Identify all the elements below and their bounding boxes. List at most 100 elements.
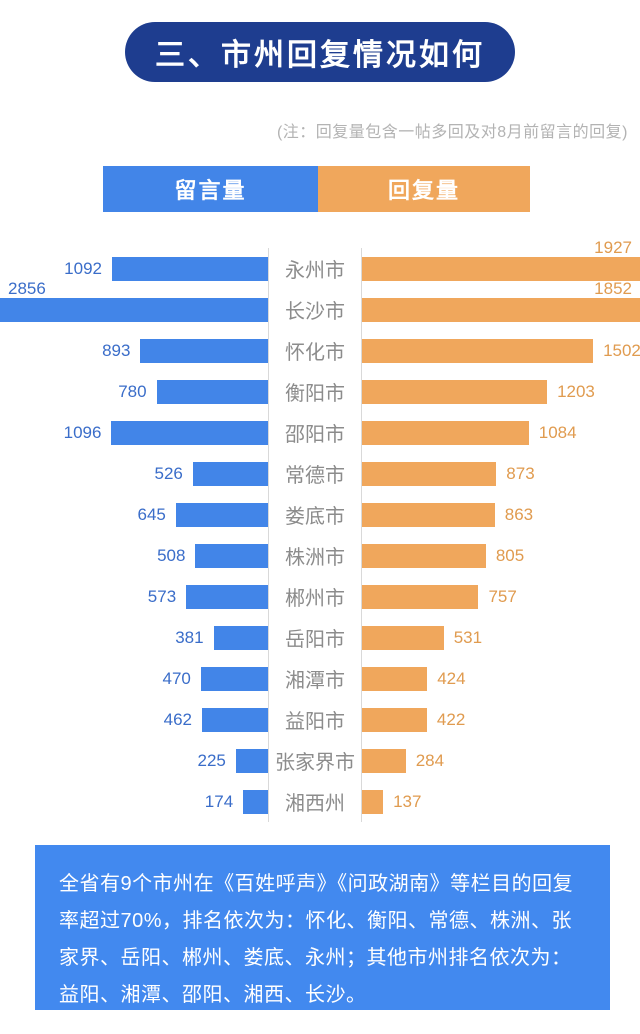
messages-zone: 573: [0, 576, 268, 617]
city-zone: 张家界市: [268, 740, 362, 781]
message-bar: [111, 420, 268, 445]
message-value: 381: [175, 627, 204, 647]
legend-messages-label: 留言量: [174, 178, 247, 203]
chart-row: 2856 长沙市 1852: [0, 279, 640, 330]
message-value: 1096: [63, 422, 102, 442]
reply-value: 531: [453, 627, 483, 647]
reply-value: 873: [506, 463, 535, 483]
messages-bar-track: [0, 494, 268, 535]
reply-bar: [362, 625, 444, 650]
message-bar: [112, 256, 268, 281]
messages-zone: 780: [0, 371, 268, 412]
messages-zone: 462: [0, 699, 268, 740]
message-bar: [192, 461, 268, 486]
reply-value: 137: [393, 791, 422, 811]
messages-zone: 470: [0, 658, 268, 699]
chart-row: 893 怀化市 1502: [0, 330, 640, 371]
replies-bar-track: [362, 371, 640, 412]
replies-bar-track: [362, 248, 640, 289]
message-bar: [175, 502, 268, 527]
messages-bar-track: [0, 658, 268, 699]
replies-zone: 805: [362, 535, 640, 576]
city-label: 邵阳市: [285, 424, 345, 446]
replies-zone: 422: [362, 699, 640, 740]
chart: 1092 永州市 1927 2856 长沙市 1852 893 怀化市 1502 780 衡阳市 12…: [0, 238, 640, 822]
city-zone: 湘潭市: [268, 658, 362, 699]
chart-legend: 留言量 回复量: [103, 166, 530, 212]
city-label: 常德市: [285, 465, 345, 487]
replies-bar-track: [362, 699, 640, 740]
chart-row: 526 常德市 873: [0, 453, 640, 494]
reply-bar: [362, 297, 640, 322]
messages-bar-track: [0, 617, 268, 658]
city-label: 怀化市: [285, 342, 345, 364]
messages-zone: 1096: [0, 412, 268, 453]
chart-row: 462 益阳市 422: [0, 699, 640, 740]
messages-bar-track: [0, 289, 268, 330]
chart-row: 1096 邵阳市 1084: [0, 412, 640, 453]
city-label: 长沙市: [285, 301, 345, 323]
chart-row: 645 娄底市 863: [0, 494, 640, 535]
chart-note: (注：回复量包含一帖多回及对8月前留言的回复): [276, 124, 628, 141]
messages-bar-track: [0, 453, 268, 494]
city-zone: 衡阳市: [268, 371, 362, 412]
replies-zone: 757: [362, 576, 640, 617]
reply-bar: [362, 256, 640, 281]
city-zone: 永州市: [268, 248, 362, 289]
reply-value: 1084: [538, 422, 577, 442]
city-label: 衡阳市: [285, 383, 345, 405]
summary-text: 全省有9个市州在《百姓呼声》《问政湖南》等栏目的回复率超过70%，排名依次为：怀…: [59, 873, 574, 1006]
messages-zone: 508: [0, 535, 268, 576]
messages-bar-track: [0, 576, 268, 617]
messages-bar-track: [0, 330, 268, 371]
messages-bar-track: [0, 535, 268, 576]
replies-zone: 873: [362, 453, 640, 494]
summary-box: 全省有9个市州在《百姓呼声》《问政湖南》等栏目的回复率超过70%，排名依次为：怀…: [35, 845, 610, 1010]
city-zone: 娄底市: [268, 494, 362, 535]
reply-bar: [362, 420, 529, 445]
replies-bar-track: [362, 617, 640, 658]
message-value: 174: [204, 791, 234, 811]
message-value: 225: [197, 750, 226, 770]
message-value: 470: [162, 668, 191, 688]
chart-row: 780 衡阳市 1203: [0, 371, 640, 412]
city-label: 娄底市: [285, 506, 345, 528]
messages-bar-track: [0, 371, 268, 412]
reply-value: 424: [437, 668, 466, 688]
message-bar: [202, 707, 268, 732]
replies-bar-track: [362, 330, 640, 371]
replies-bar-track: [362, 576, 640, 617]
chart-row: 508 株洲市 805: [0, 535, 640, 576]
reply-bar: [362, 789, 384, 814]
messages-bar-track: [0, 412, 268, 453]
messages-zone: 381: [0, 617, 268, 658]
city-zone: 湘西州: [268, 781, 362, 822]
city-zone: 益阳市: [268, 699, 362, 740]
replies-bar-track: [362, 658, 640, 699]
message-bar: [186, 584, 268, 609]
reply-value: 1502: [603, 340, 640, 360]
message-value: 462: [163, 709, 192, 729]
replies-zone: 1852: [362, 279, 640, 330]
chart-row: 470 湘潭市 424: [0, 658, 640, 699]
chart-row: 225 张家界市 284: [0, 740, 640, 781]
message-bar: [195, 543, 268, 568]
city-label: 湘潭市: [285, 670, 345, 692]
city-label: 益阳市: [285, 711, 345, 733]
replies-zone: 1203: [362, 371, 640, 412]
legend-replies-label: 回复量: [387, 178, 460, 203]
message-bar: [200, 666, 268, 691]
legend-messages: 留言量: [103, 166, 318, 212]
chart-row: 174 湘西州 137: [0, 781, 640, 822]
message-value: 2856: [8, 279, 46, 298]
city-label: 湘西州: [285, 793, 345, 815]
message-bar: [243, 789, 268, 814]
messages-zone: 526: [0, 453, 268, 494]
chart-row: 573 郴州市 757: [0, 576, 640, 617]
message-bar: [156, 379, 268, 404]
reply-bar: [362, 338, 594, 363]
message-value: 508: [157, 545, 186, 565]
chart-row: 1092 永州市 1927: [0, 238, 640, 289]
message-bar: [0, 297, 268, 322]
replies-zone: 863: [362, 494, 640, 535]
